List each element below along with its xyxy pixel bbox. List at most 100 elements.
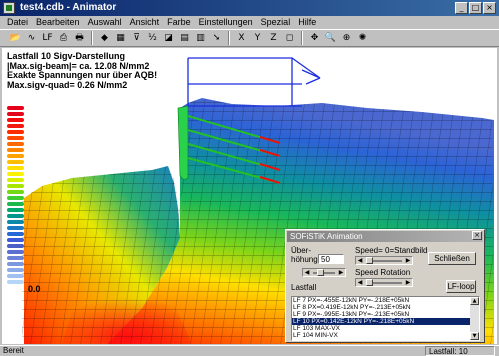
- menu-bar: Datei Bearbeiten Auswahl Ansicht Farbe E…: [0, 16, 499, 29]
- menu-bearbeiten[interactable]: Bearbeiten: [36, 17, 80, 27]
- window-controls: _ □ ×: [455, 2, 496, 14]
- loadcase-list[interactable]: LF 7 PX=-.455E-12kN PY=-.218E+05kN LF 8 P…: [291, 296, 480, 341]
- slider-thumb[interactable]: [366, 257, 373, 264]
- status-bar: Bereit Lastfall: 10: [0, 345, 499, 356]
- menu-farbe[interactable]: Farbe: [167, 17, 191, 27]
- legend-swatch: [7, 250, 24, 254]
- list-scrollbar[interactable]: ▲ ▼: [470, 297, 479, 340]
- legend-swatch: [7, 256, 24, 260]
- legend-swatch: [7, 238, 24, 242]
- legend-swatch: [7, 244, 24, 248]
- speed-slider[interactable]: ◀ ▶: [355, 256, 413, 265]
- zoom-fit-icon[interactable]: ⊕: [342, 32, 351, 43]
- view-z-icon[interactable]: Z: [270, 32, 277, 43]
- label-icon[interactable]: ½: [148, 32, 157, 43]
- loadcase-list-item[interactable]: LF 7 PX=-.455E-12kN PY=-.218E+05kN: [293, 297, 410, 304]
- legend-swatch: [7, 178, 24, 182]
- view-y-icon[interactable]: Y: [254, 32, 261, 43]
- status-text: Bereit: [3, 346, 24, 355]
- legend-swatch: [7, 184, 24, 188]
- speed-rotation-label: Speed Rotation: [355, 268, 411, 277]
- schliessen-button[interactable]: Schließen: [428, 252, 476, 265]
- loadcase-list-item[interactable]: LF 104 MIN-VX: [293, 332, 338, 339]
- info-line-max-quad: Max.sigv-quad= 0.26 N/mm2: [7, 79, 128, 90]
- legend-swatch: [7, 232, 24, 236]
- loadcase-list-item[interactable]: LF 8 PX=0.419E-12kN PY=-.213E+05kN: [293, 304, 411, 311]
- legend-swatch: [7, 172, 24, 176]
- legend-swatch: [7, 142, 24, 146]
- red-fill-icon[interactable]: ◆: [101, 32, 108, 43]
- slider-left-arrow-icon[interactable]: ◀: [304, 269, 310, 276]
- lf-loop-button[interactable]: LF-loop: [446, 280, 476, 293]
- anchor-lines: [187, 115, 281, 184]
- app-icon[interactable]: [3, 2, 15, 14]
- contour-icon[interactable]: ◪: [164, 32, 173, 43]
- print-preview-icon[interactable]: ⎙: [59, 32, 68, 43]
- print-icon[interactable]: 🖶: [75, 32, 84, 43]
- toolbar-separator: [301, 31, 303, 45]
- ueberhoehung-input[interactable]: 50: [318, 254, 344, 264]
- toolbar: 📂 ∿ LF ⎙ 🖶 ◆ ▦ ⊽ ½ ◪ ▤ ▥ ➘ X Y Z ◻ ✥ 🔍 ⊕ ✺: [0, 29, 499, 47]
- legend-swatch: [7, 208, 24, 212]
- window-title: test4.cdb - Animator: [20, 2, 117, 13]
- dialog-title[interactable]: SOFiSTiK Animation: [287, 231, 483, 242]
- view-x-icon[interactable]: X: [238, 32, 245, 43]
- legend-swatch: [7, 268, 24, 272]
- ueberhoehung-slider[interactable]: ◀ ▶: [302, 268, 346, 277]
- slider-thumb[interactable]: [317, 269, 324, 276]
- menu-einstellungen[interactable]: Einstellungen: [198, 17, 253, 27]
- toolbar-separator: [91, 31, 93, 45]
- loadcase-list-item[interactable]: LF 103 MAX-VX: [293, 325, 340, 332]
- legend-swatch: [7, 148, 24, 152]
- slider-thumb[interactable]: [366, 279, 373, 286]
- info-line-note: Exakte Spannungen nur über AQB!: [7, 70, 158, 80]
- arrow-icon[interactable]: ➘: [212, 32, 221, 43]
- dialog-close-icon[interactable]: ×: [472, 231, 482, 240]
- slider-right-arrow-icon[interactable]: ▶: [405, 257, 411, 264]
- loadcase-list-item[interactable]: LF 9 PX=-.995E-13kN PY=-.213E+05kN: [293, 311, 410, 318]
- move-icon[interactable]: ✥: [310, 32, 319, 43]
- slider-right-arrow-icon[interactable]: ▶: [338, 269, 344, 276]
- legend-swatch: [7, 220, 24, 224]
- grid-icon[interactable]: ▦: [116, 32, 125, 43]
- open-folder-icon[interactable]: 📂: [9, 32, 22, 43]
- plot-info: Lastfall 10 Sigv-Darstellung |Max.sig-be…: [7, 51, 158, 90]
- legend-swatch: [7, 214, 24, 218]
- colormap-icon[interactable]: ▤: [180, 32, 189, 43]
- menu-hilfe[interactable]: Hilfe: [298, 17, 317, 27]
- legend-swatch: [7, 112, 24, 116]
- slider-left-arrow-icon[interactable]: ◀: [357, 257, 363, 264]
- legend-swatch: [7, 106, 24, 110]
- slider-left-arrow-icon[interactable]: ◀: [357, 279, 363, 286]
- load-case-icon[interactable]: LF: [42, 32, 53, 43]
- menu-ansicht[interactable]: Ansicht: [129, 17, 160, 27]
- filter-icon[interactable]: ⊽: [133, 32, 140, 43]
- loadcase-list-item[interactable]: LF 10 PX=0.142E-12kN PY=-.218E+05kN: [292, 318, 470, 325]
- title-bar: test4.cdb - Animator _ □ ×: [0, 0, 499, 16]
- animate-icon[interactable]: ✺: [358, 32, 367, 43]
- legend-swatch: [7, 274, 24, 278]
- scroll-up-icon[interactable]: ▲: [470, 297, 479, 305]
- curve-icon[interactable]: ∿: [27, 32, 36, 43]
- table-icon[interactable]: ▥: [196, 32, 205, 43]
- rotation-slider[interactable]: ◀ ▶: [355, 278, 413, 287]
- legend-swatch: [7, 202, 24, 206]
- legend-swatch: [7, 196, 24, 200]
- menu-spezial[interactable]: Spezial: [260, 17, 291, 27]
- maximize-button[interactable]: □: [469, 2, 482, 14]
- menu-auswahl[interactable]: Auswahl: [87, 17, 122, 27]
- scroll-down-icon[interactable]: ▼: [470, 332, 479, 340]
- lastfall-label: Lastfall: [291, 283, 317, 292]
- menu-datei[interactable]: Datei: [7, 17, 29, 27]
- zoom-icon[interactable]: 🔍: [324, 32, 337, 43]
- legend-swatch: [7, 280, 24, 284]
- minimize-button[interactable]: _: [455, 2, 468, 14]
- color-legend: [7, 106, 25, 286]
- legend-swatch: [7, 160, 24, 164]
- speed-label: Speed= 0=Standbild: [355, 246, 428, 255]
- slider-right-arrow-icon[interactable]: ▶: [405, 279, 411, 286]
- close-window-button[interactable]: ×: [483, 2, 496, 14]
- legend-swatch: [7, 136, 24, 140]
- frame-icon[interactable]: ◻: [285, 32, 294, 43]
- legend-swatch: [7, 124, 24, 128]
